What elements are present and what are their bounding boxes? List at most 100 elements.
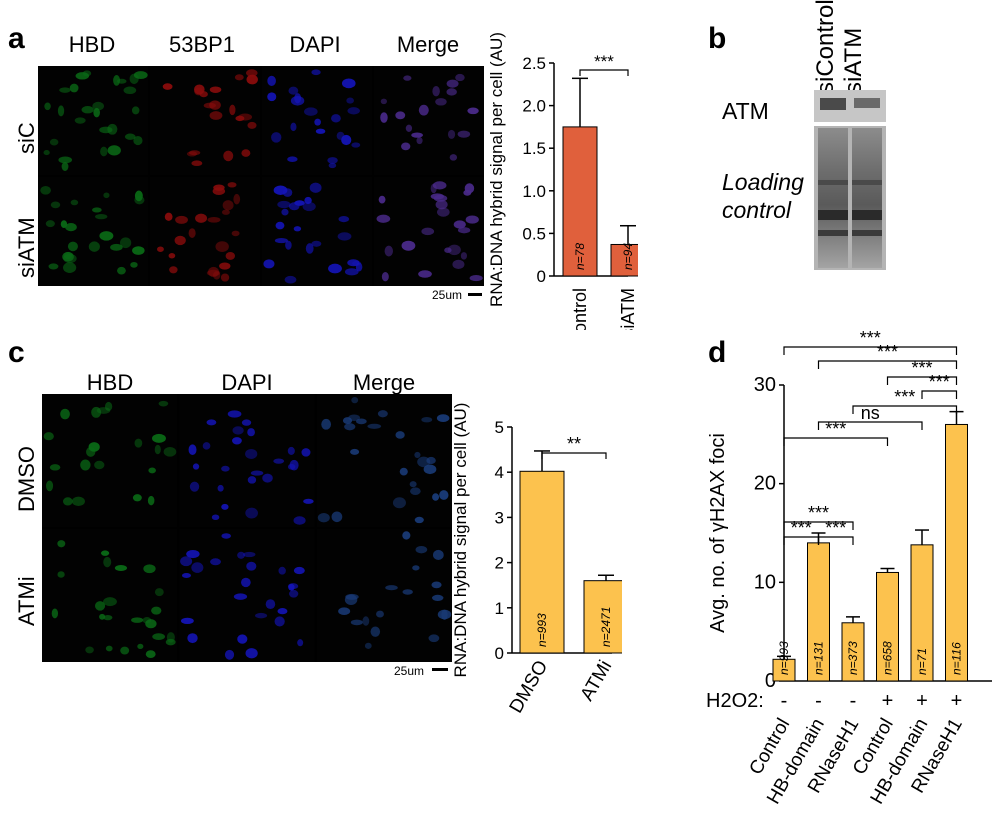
panel-b-blot [814,90,886,270]
significance-label: *** [894,387,915,407]
nucleus-blob [57,105,65,117]
nucleus-blob [293,516,306,525]
nucleus-blob [401,142,411,151]
nucleus-blob [189,481,200,492]
nucleus-blob [293,566,305,575]
y-tick-label: 1.5 [522,139,546,158]
n-label: n=993 [535,613,549,647]
nucleus-blob [378,195,386,204]
nucleus-blob [107,123,118,135]
panel-b-lane-sicontrol: siControl [812,0,839,94]
nucleus-blob [435,199,448,210]
nucleus-blob [162,83,173,90]
nucleus-blob [247,476,257,484]
nucleus-blob [103,597,117,607]
panel-b-loading-line-2: control [722,197,792,223]
y-axis-label: RNA:DNA hybrid signal per cell (AU) [488,32,506,307]
nucleus-blob [355,418,367,425]
nucleus-blob [80,459,91,471]
nucleus-blob [206,419,217,426]
nucleus-blob [455,73,465,82]
nucleus-blob [416,137,423,145]
nucleus-blob [181,573,191,579]
panel-a-scale-bar-label: 25um [432,288,463,302]
nucleus-blob [103,556,112,568]
nucleus-blob [148,467,156,474]
significance-label: *** [929,372,950,392]
nucleus-blob [364,642,372,649]
nucleus-blob [414,451,421,459]
nucleus-blob [350,448,360,455]
nucleus-blob [344,594,358,605]
micrograph-tile [38,177,148,286]
n-label: n=116 [950,642,964,675]
nucleus-blob [209,111,223,120]
nucleus-blob [240,577,251,588]
nucleus-blob [61,162,69,171]
nucleus-blob [452,259,465,270]
nucleus-blob [92,101,105,111]
nucleus-blob [409,481,417,488]
nucleus-blob [69,83,79,93]
nucleus-blob [164,212,173,221]
panel-b-loading-line-1: Loading [722,169,804,195]
nucleus-blob [384,245,393,257]
nucleus-blob [341,134,352,146]
nucleus-blob [233,593,248,600]
nucleus-blob [294,200,305,206]
treatment-sign: - [815,690,822,712]
nucleus-blob [311,69,321,76]
nucleus-blob [247,428,255,437]
nucleus-blob [223,150,234,162]
nucleus-blob [418,270,432,278]
nucleus-blob [395,111,406,120]
nucleus-blob [104,401,113,412]
nucleus-blob [321,418,332,430]
panel-b-atm-label: ATM [722,98,769,124]
nucleus-blob [151,606,162,615]
significance-bracket [886,376,958,385]
significance-label: *** [877,342,898,362]
panel-a-col-53bp1: 53BP1 [168,32,236,57]
panel-c-scale-bar [432,668,448,671]
nucleus-blob [145,650,156,658]
nucleus-blob [188,228,196,238]
significance-label: ns [861,403,880,423]
nucleus-blob [44,102,51,111]
nucleus-blob [432,594,444,601]
nucleus-blob [152,433,166,443]
significance-bracket [817,536,854,545]
nucleus-blob [231,230,240,237]
bar [562,126,598,277]
nucleus-blob [188,444,197,456]
nucleus-blob [380,98,387,105]
nucleus-blob [85,646,94,654]
nucleus-blob [241,419,252,426]
nucleus-blob [74,117,86,124]
nucleus-blob [367,423,382,429]
nucleus-blob [342,417,353,425]
treatment-sign: - [781,690,788,712]
nucleus-blob [134,195,145,205]
nucleus-blob [402,589,413,595]
nucleus-blob [238,113,253,121]
nucleus-blob [328,162,337,169]
significance-bracket [541,452,607,459]
nucleus-blob [237,634,248,644]
nucleus-blob [99,231,114,241]
nucleus-blob [281,208,289,216]
nucleus-blob [317,513,330,523]
nucleus-blob [232,426,244,435]
nucleus-blob [63,497,73,506]
nucleus-blob [290,122,297,132]
n-label: n=993 [777,641,791,675]
nucleus-blob [94,601,106,611]
nucleus-blob [246,69,258,77]
y-tick-label: 0 [537,267,546,286]
nucleus-blob [267,92,277,102]
nucleus-blob [105,645,113,652]
n-label: n=658 [881,641,895,675]
nucleus-blob [133,71,148,80]
micrograph-tile [316,529,452,662]
